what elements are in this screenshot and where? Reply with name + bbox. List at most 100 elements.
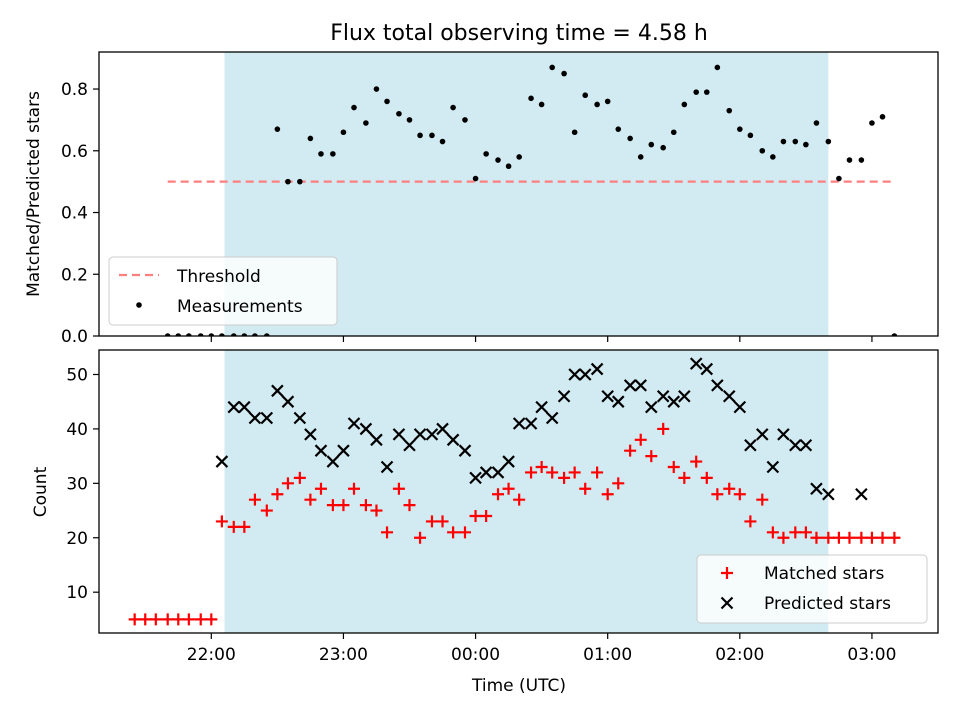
measurement-point: [241, 333, 248, 336]
bottom-legend-box: [696, 554, 928, 624]
measurement-point: [858, 157, 865, 163]
measurement-point: [846, 157, 853, 163]
predicted-star-point: [491, 466, 505, 479]
predicted-star-point: [810, 482, 823, 496]
matched-star-point: [271, 488, 284, 501]
measurement-point: [429, 132, 435, 139]
measurement-point: [208, 333, 215, 336]
bottom-ytick-label: 30: [66, 474, 88, 494]
matched-star-point: [756, 493, 769, 506]
matched-star-point: [546, 466, 559, 479]
matched-star-point: [480, 509, 493, 522]
predicted-star-point: [667, 395, 681, 408]
x-axis-label: Time (UTC): [471, 676, 566, 696]
legend-predicted-label: Predicted stars: [764, 594, 891, 614]
measurement-point: [594, 101, 600, 108]
measurement-point: [703, 89, 710, 95]
matched-star-point: [865, 531, 878, 544]
measurement-point: [792, 138, 799, 145]
matched-star-point: [690, 455, 703, 468]
predicted-star-point: [458, 444, 472, 457]
measurement-point: [417, 132, 423, 139]
measurement-point: [516, 154, 522, 160]
measurement-point: [582, 92, 589, 99]
matched-star-point: [492, 488, 505, 501]
measurement-point: [264, 333, 270, 336]
predicted-star-point: [413, 428, 427, 441]
predicted-star-point: [293, 411, 307, 425]
matched-star-point: [601, 488, 614, 501]
predicted-star-point: [502, 455, 515, 468]
matched-star-point: [667, 461, 680, 474]
matched-star-point: [789, 526, 802, 539]
matched-star-point: [855, 531, 868, 544]
predicted-star-point: [855, 487, 868, 501]
measurement-point: [891, 333, 898, 336]
matched-star-point: [777, 531, 790, 544]
measurement-point: [780, 138, 787, 145]
matched-star-point: [525, 466, 538, 479]
matched-star-point: [657, 422, 670, 435]
predicted-star-point: [347, 417, 361, 430]
matched-star-point: [723, 482, 736, 495]
measurement-point: [340, 129, 347, 136]
measurement-point: [472, 175, 479, 182]
measurement-point: [307, 135, 314, 142]
predicted-star-point: [215, 455, 229, 468]
matched-star-point: [161, 613, 174, 626]
measurement-point: [219, 333, 225, 336]
measurement-point: [330, 151, 336, 157]
measurement-point: [770, 154, 776, 160]
predicted-star-point: [557, 389, 571, 403]
matched-star-point: [414, 531, 427, 544]
predicted-star-point: [623, 379, 637, 392]
bottom-ylabel: Count: [31, 466, 51, 517]
measurement-point: [660, 144, 666, 151]
predicted-star-point: [314, 444, 328, 457]
measurement-point: [297, 178, 303, 185]
matched-star-point: [888, 531, 901, 544]
measurement-point: [538, 101, 545, 108]
axes-frame: [98, 51, 939, 337]
predicted-star-point: [700, 362, 714, 376]
predicted-star-point: [777, 428, 790, 441]
matched-star-point: [700, 471, 713, 484]
measurement-point: [825, 138, 832, 145]
measurement-point: [164, 333, 171, 336]
predicted-star-point: [281, 395, 295, 408]
measurement-point: [549, 64, 555, 71]
measurement-point: [252, 333, 258, 336]
measurement-point: [351, 104, 357, 111]
predicted-star-point: [545, 411, 559, 425]
measurement-point: [747, 132, 754, 139]
matched-star-point: [458, 526, 471, 539]
measurement-point: [495, 157, 501, 163]
measurement-point: [803, 141, 809, 148]
measurement-point: [693, 89, 700, 95]
measurement-point: [571, 129, 578, 136]
matched-star-point: [260, 504, 273, 517]
predicted-star-point: [611, 395, 625, 408]
matched-star-point: [370, 504, 383, 517]
measurement-point: [186, 333, 192, 336]
matched-star-point: [744, 515, 757, 528]
legend-measurements-swatch: [136, 302, 142, 308]
measurement-point: [737, 126, 743, 132]
predicted-star-point: [789, 438, 802, 452]
measurement-point: [175, 333, 182, 336]
measurement-point: [670, 129, 677, 136]
xtick-label: 00:00: [451, 645, 500, 665]
measurement-point: [363, 120, 369, 126]
matched-star-point: [326, 499, 339, 512]
matched-star-point: [238, 520, 251, 533]
matched-star-point: [634, 433, 647, 446]
predicted-star-point: [799, 438, 813, 452]
predicted-star-point: [392, 428, 406, 441]
legend-predicted-swatch: [720, 596, 734, 610]
measurement-point: [450, 104, 456, 111]
measurement-point: [759, 147, 766, 154]
bottom-ytick-label: 10: [66, 583, 88, 603]
matched-star-point: [304, 493, 317, 506]
predicted-star-point: [248, 411, 262, 425]
matched-star-point: [513, 493, 526, 506]
